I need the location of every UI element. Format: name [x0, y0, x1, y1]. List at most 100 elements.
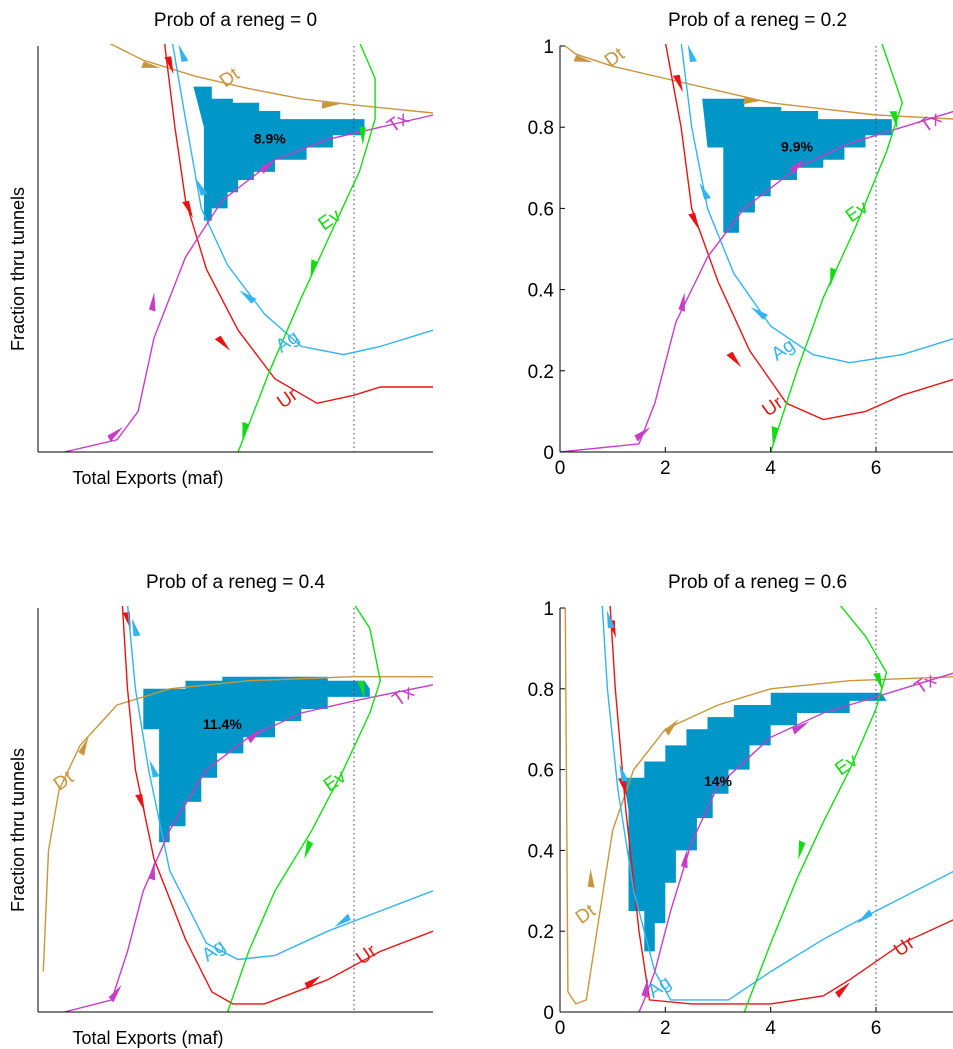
series-arrow-ag: [149, 759, 160, 778]
feasible-region: [143, 676, 370, 843]
feasible-region: [193, 86, 365, 221]
series-arrow-ur: [182, 200, 193, 219]
series-arrow-ag: [699, 182, 712, 200]
y-tick-label: 1: [543, 37, 554, 58]
series-line-dt: [564, 607, 953, 1005]
x-tick-label: 4: [765, 458, 776, 479]
series-arrow-ev: [771, 426, 779, 446]
series-arrow-ag: [131, 618, 141, 637]
series-arrow-ur: [688, 212, 700, 231]
series-arrow-tx: [634, 427, 651, 442]
series-line-ev: [237, 44, 376, 452]
series-arrow-tx: [678, 292, 685, 312]
series-arrow-ag: [687, 44, 697, 63]
x-tick-label: 4: [765, 1018, 776, 1039]
y-tick-label: 1: [543, 599, 554, 620]
series-line-ur: [664, 44, 953, 421]
series-arrow-ag: [178, 44, 189, 62]
y-axis-label: Fraction thru tunnels: [8, 187, 28, 351]
y-tick-label: 0: [543, 1003, 554, 1024]
series-arrow-dt: [141, 61, 161, 68]
series-line-tx: [638, 672, 953, 1012]
y-tick-label: 0.2: [528, 362, 554, 383]
series-arrow-ag: [239, 290, 257, 304]
panel-title: Prob of a reneg = 0.6: [668, 572, 847, 593]
series-arrow-ur: [726, 351, 742, 368]
x-axis-label: Total Exports (maf): [72, 468, 223, 488]
series-arrow-tx: [148, 861, 156, 881]
series-arrow-dt: [78, 737, 89, 756]
y-tick-label: 0.8: [528, 118, 554, 139]
series-arrow-dt: [321, 102, 341, 109]
series-arrow-ag: [750, 306, 769, 320]
y-tick-label: 0.8: [528, 680, 554, 701]
series-arrow-ag: [606, 610, 615, 629]
x-tick-label: 2: [660, 458, 671, 479]
series-arrow-ur: [214, 335, 231, 351]
region-percent-label: 8.9%: [254, 130, 286, 146]
series-arrow-tx: [680, 849, 688, 869]
x-axis-label: Total Exports (maf): [72, 1028, 223, 1048]
panel-title: Prob of a reneg = 0.4: [146, 572, 325, 593]
panel-title: Prob of a reneg = 0.2: [668, 10, 847, 31]
x-tick-label: 2: [660, 1018, 671, 1039]
x-tick-label: 6: [871, 1018, 882, 1039]
series-line-tx: [64, 684, 434, 1012]
x-tick-label: 6: [871, 458, 882, 479]
series-arrow-ur: [164, 56, 174, 75]
x-tick-label: 0: [555, 458, 566, 479]
series-arrow-ev: [873, 672, 883, 691]
panel-title: Prob of a reneg = 0: [154, 10, 317, 31]
series-line-ur: [163, 44, 433, 405]
region-percent-label: 14%: [704, 773, 733, 789]
series-line-ag: [171, 44, 434, 356]
series-line-dt: [42, 676, 433, 972]
series-arrow-ag: [619, 763, 629, 782]
series-line-ur: [121, 606, 434, 1005]
plot-area: [42, 606, 434, 1012]
series-arrow-tx: [247, 728, 263, 744]
series-line-ag: [601, 606, 953, 1001]
series-arrow-ev: [830, 267, 837, 287]
series-arrow-dt: [664, 719, 679, 736]
y-axis-label: Fraction thru tunnels: [8, 748, 28, 912]
x-tick-label: 0: [555, 1018, 566, 1039]
series-arrow-ev: [359, 126, 366, 146]
series-arrow-ev: [357, 680, 365, 699]
series-arrow-ur: [304, 975, 321, 990]
series-arrow-ur: [135, 794, 145, 812]
y-tick-label: 0.4: [528, 281, 555, 302]
series-arrow-ag: [856, 909, 873, 924]
series-arrow-tx: [107, 426, 124, 442]
series-arrow-tx: [148, 292, 156, 312]
plot-area: [564, 606, 953, 1012]
series-line-dt: [109, 44, 434, 114]
series-arrow-ur: [672, 74, 683, 93]
region-percent-label: 9.9%: [781, 139, 813, 155]
series-line-ev: [226, 606, 382, 1012]
plot-area: [560, 44, 953, 452]
y-tick-label: 0: [543, 443, 554, 464]
series-arrow-ev: [310, 259, 318, 279]
series-arrow-tx: [790, 158, 806, 174]
y-tick-label: 0.2: [528, 922, 554, 943]
series-line-ev: [770, 44, 904, 452]
series-arrow-ev: [798, 840, 806, 860]
series-line-ag: [126, 606, 434, 961]
plot-area: [64, 44, 434, 452]
series-arrow-tx: [108, 984, 122, 1003]
series-arrow-ev: [889, 111, 898, 130]
series-line-dt: [564, 45, 953, 120]
series-line-tx: [560, 110, 953, 452]
series-line-ag: [680, 44, 953, 364]
series-arrow-ev: [304, 840, 314, 860]
y-tick-label: 0.4: [528, 841, 555, 862]
y-tick-label: 0.6: [528, 199, 554, 220]
series-arrow-ev: [242, 421, 249, 441]
series-arrow-dt: [573, 55, 593, 63]
series-arrow-tx: [260, 158, 276, 174]
series-arrow-ur: [618, 777, 627, 796]
